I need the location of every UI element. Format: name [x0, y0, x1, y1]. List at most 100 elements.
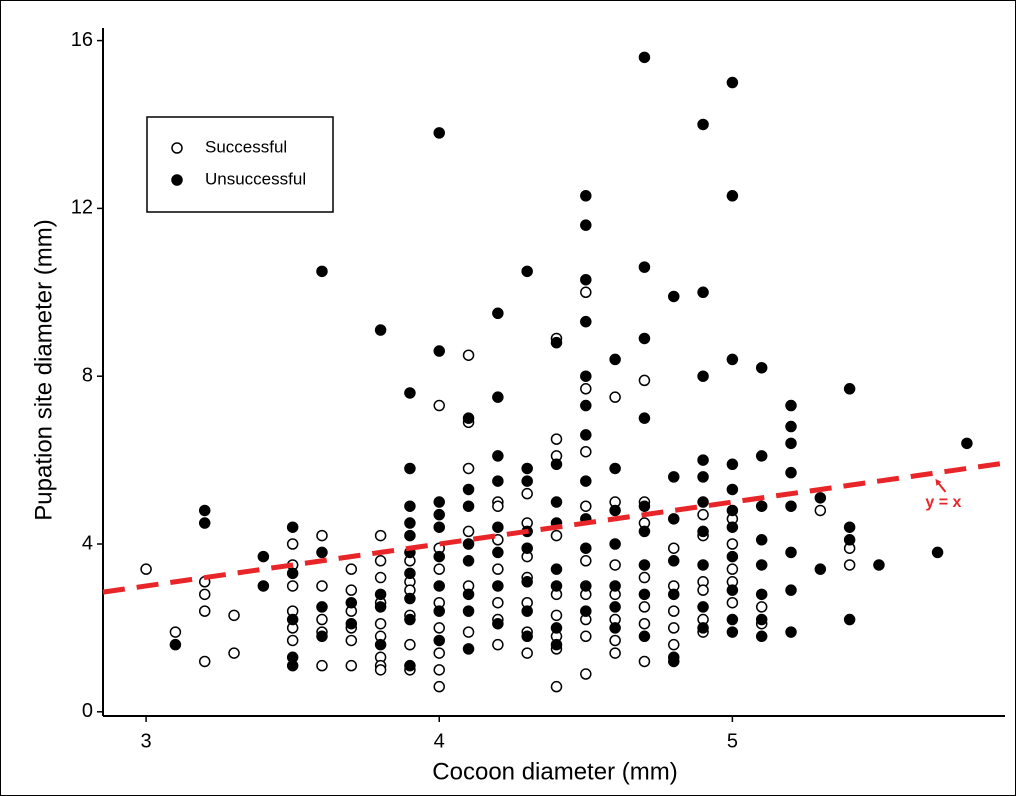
point	[726, 613, 739, 626]
point	[785, 584, 797, 596]
point	[345, 634, 358, 647]
point	[550, 580, 563, 592]
y-tick-label: 4	[82, 532, 93, 554]
point	[433, 605, 445, 617]
point	[726, 483, 739, 496]
point	[580, 399, 592, 412]
point	[316, 613, 328, 626]
point	[638, 412, 651, 424]
point	[404, 500, 416, 512]
point	[726, 563, 739, 575]
y-tick-label: 12	[71, 197, 93, 219]
point	[755, 601, 768, 613]
point	[843, 534, 856, 546]
point	[667, 555, 680, 567]
point	[374, 588, 387, 601]
point	[755, 613, 768, 626]
point	[697, 471, 709, 483]
point	[697, 622, 709, 634]
point	[462, 605, 475, 617]
point	[374, 617, 387, 630]
point	[462, 483, 475, 496]
point	[785, 500, 797, 512]
point	[140, 563, 152, 575]
point	[404, 387, 416, 399]
point	[550, 529, 563, 542]
point	[345, 596, 358, 609]
point	[609, 647, 621, 659]
point	[755, 534, 768, 546]
point	[492, 638, 504, 651]
point	[316, 529, 328, 542]
point	[492, 521, 504, 533]
point	[609, 634, 621, 647]
point	[667, 513, 680, 525]
x-tick-label: 3	[141, 730, 152, 752]
point	[726, 626, 739, 638]
point	[580, 286, 592, 299]
point	[198, 655, 211, 668]
point	[667, 290, 680, 303]
point	[462, 462, 475, 475]
point	[638, 655, 651, 668]
point	[638, 617, 651, 630]
point	[638, 601, 651, 613]
point	[521, 630, 533, 643]
point	[462, 626, 475, 638]
point	[286, 613, 299, 626]
point	[697, 525, 709, 538]
point	[404, 462, 416, 475]
point	[316, 630, 328, 643]
point	[228, 647, 240, 659]
point	[550, 563, 563, 575]
point	[404, 517, 416, 529]
point	[286, 659, 299, 672]
point	[286, 567, 299, 580]
point	[462, 555, 475, 567]
point	[521, 542, 533, 554]
point	[580, 580, 592, 592]
point	[609, 391, 621, 403]
point	[580, 605, 592, 617]
point	[492, 580, 504, 592]
point	[638, 500, 651, 512]
point	[228, 609, 240, 622]
reference-line	[102, 460, 1006, 595]
point	[492, 546, 504, 559]
point	[374, 571, 387, 584]
point	[374, 529, 387, 542]
point	[580, 542, 592, 554]
point	[785, 420, 797, 433]
point	[814, 504, 827, 517]
y-tick-label: 0	[82, 700, 93, 722]
y-tick-label: 8	[82, 364, 93, 386]
point	[814, 563, 827, 575]
point	[697, 454, 709, 466]
point	[580, 630, 592, 643]
point	[697, 601, 709, 613]
point	[374, 638, 387, 651]
point	[609, 622, 621, 634]
point	[316, 659, 328, 672]
point	[198, 504, 211, 517]
point	[931, 546, 944, 559]
point	[726, 538, 739, 550]
point	[638, 588, 651, 601]
legend-label: Successful	[205, 137, 287, 156]
point	[198, 588, 211, 601]
point	[404, 659, 416, 672]
point	[404, 613, 416, 626]
point	[345, 584, 358, 596]
point	[961, 437, 973, 450]
point	[286, 538, 299, 550]
point	[873, 559, 885, 571]
point	[726, 521, 739, 533]
y-tick-label: 16	[71, 29, 93, 51]
point	[580, 219, 592, 231]
point	[755, 630, 768, 643]
point	[755, 362, 768, 374]
point	[755, 450, 768, 462]
y-axis-title: Pupation site diameter (mm)	[30, 219, 57, 520]
point	[433, 634, 445, 647]
